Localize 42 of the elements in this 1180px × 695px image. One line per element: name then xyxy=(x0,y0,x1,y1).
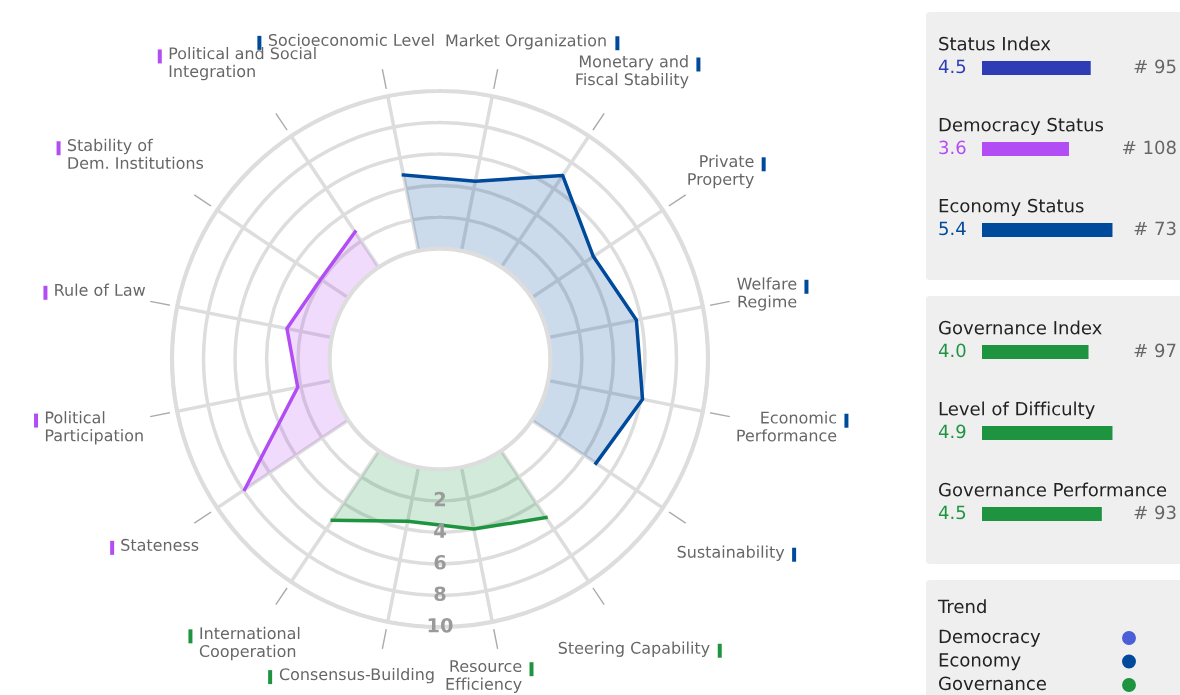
category-label: Status Index xyxy=(939,36,1051,51)
y-tick-label: 10 xyxy=(428,617,453,633)
data-label: 5.4 xyxy=(939,221,966,236)
spoke-label: Monetary and Fiscal Stability xyxy=(576,55,689,89)
spoke-label: Market Organization xyxy=(446,34,606,50)
category-label: Economy xyxy=(939,653,1021,671)
spoke-label: International Cooperation xyxy=(199,626,300,661)
y-tick-label: 6 xyxy=(434,554,446,570)
y-tick-label: 8 xyxy=(434,586,446,602)
spoke-label: Steering Capability xyxy=(558,641,710,657)
category-label: Economy Status xyxy=(939,198,1084,216)
text: Trend xyxy=(937,599,986,614)
category-label: Governance xyxy=(939,676,1046,691)
spoke-label: Welfare Regime xyxy=(737,277,797,311)
data-label: 4.5 xyxy=(938,59,966,74)
text: # 97 xyxy=(1134,343,1176,358)
y-tick-label: 2 xyxy=(434,491,446,507)
data-label: 4.9 xyxy=(938,424,966,439)
text: # 108 xyxy=(1123,140,1176,155)
spoke-label: Private Property xyxy=(688,154,754,189)
category-label: Governance Performance xyxy=(939,482,1167,497)
category-label: Level of Difficulty xyxy=(939,401,1095,419)
spoke-label: Resource Efficiency xyxy=(446,660,522,694)
data-label: 4.0 xyxy=(938,343,966,358)
y-tick-label: 4 xyxy=(434,523,446,538)
spoke-label: Consensus-Building xyxy=(279,667,434,684)
spoke-label: Political and Social Integration xyxy=(169,46,316,81)
spoke-label: Political Participation xyxy=(45,411,143,445)
text: # 73 xyxy=(1134,221,1176,236)
category-label: Governance Index xyxy=(939,320,1102,335)
text: # 95 xyxy=(1134,59,1176,74)
data-label: 3.6 xyxy=(939,140,966,155)
category-label: Democracy xyxy=(939,629,1041,647)
spoke-label: Socioeconomic Level xyxy=(268,33,434,46)
category-label: Democracy Status xyxy=(939,117,1104,135)
spoke-label: Sustainability xyxy=(677,545,785,561)
spoke-label: Stability of Dem. Institutions xyxy=(67,138,204,170)
spoke-label: Rule of Law xyxy=(55,283,146,296)
text: # 93 xyxy=(1134,505,1176,520)
spoke-label: Stateness xyxy=(121,538,199,551)
spoke-label: Economic Performance xyxy=(737,411,837,442)
data-label: 4.5 xyxy=(938,505,966,520)
